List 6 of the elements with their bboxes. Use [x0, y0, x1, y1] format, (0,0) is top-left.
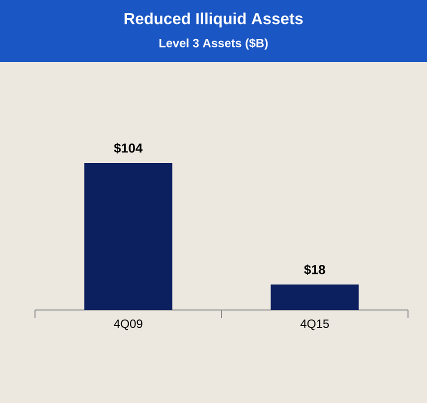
x-tick-label: 4Q15: [300, 320, 329, 330]
data-label: $18: [304, 264, 326, 276]
x-tick-label: 4Q09: [114, 320, 142, 330]
data-label: $104: [114, 142, 143, 154]
chart-title: Reduced Illiquid Assets: [124, 12, 303, 28]
chart-subtitle: Level 3 Assets ($B): [159, 38, 268, 50]
